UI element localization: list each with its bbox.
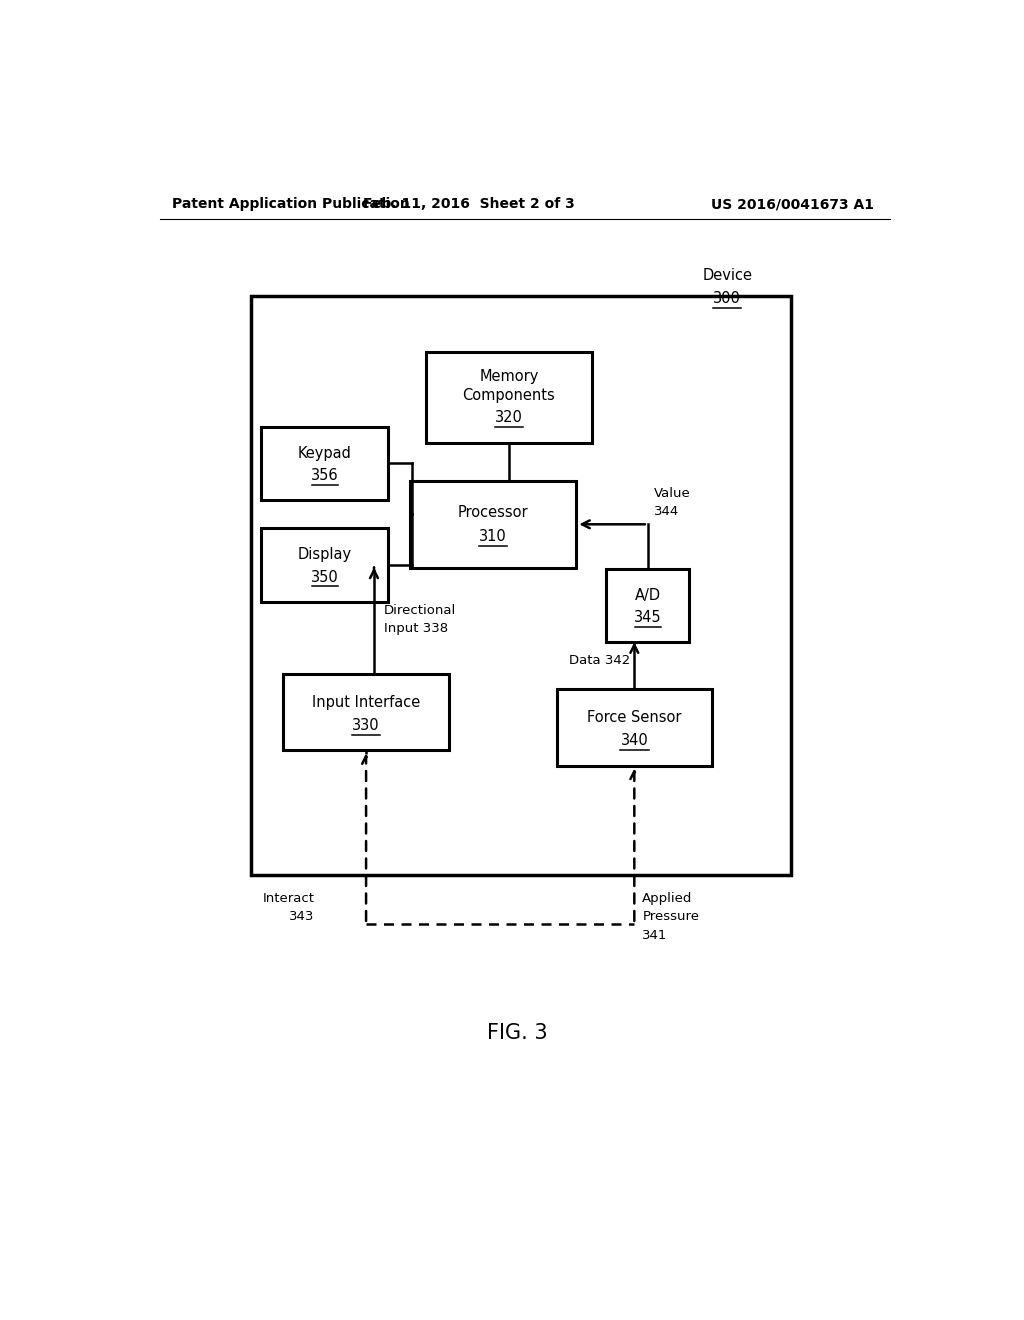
Text: 341: 341 xyxy=(642,929,668,942)
Text: Device: Device xyxy=(702,268,753,282)
Text: FIG. 3: FIG. 3 xyxy=(486,1023,547,1043)
Text: Components: Components xyxy=(463,388,555,403)
Bar xyxy=(261,528,388,602)
Text: Data 342: Data 342 xyxy=(569,655,631,667)
Text: 320: 320 xyxy=(495,411,523,425)
Text: Keypad: Keypad xyxy=(298,446,352,461)
Text: Memory: Memory xyxy=(479,370,539,384)
Text: US 2016/0041673 A1: US 2016/0041673 A1 xyxy=(711,197,873,211)
Bar xyxy=(410,480,577,568)
Text: 310: 310 xyxy=(479,529,507,544)
Bar xyxy=(557,689,712,766)
Text: Patent Application Publication: Patent Application Publication xyxy=(172,197,410,211)
Bar xyxy=(251,296,791,875)
Text: Input 338: Input 338 xyxy=(384,623,447,635)
Text: 345: 345 xyxy=(634,610,662,626)
Text: A/D: A/D xyxy=(635,587,660,603)
Text: 344: 344 xyxy=(654,504,679,517)
Text: Input Interface: Input Interface xyxy=(312,694,420,710)
Text: Directional: Directional xyxy=(384,605,456,618)
Text: Display: Display xyxy=(298,548,352,562)
Text: Processor: Processor xyxy=(458,504,528,520)
Bar xyxy=(426,351,592,444)
Text: 350: 350 xyxy=(311,570,339,585)
Text: 356: 356 xyxy=(311,469,339,483)
Text: Feb. 11, 2016  Sheet 2 of 3: Feb. 11, 2016 Sheet 2 of 3 xyxy=(364,197,575,211)
Bar xyxy=(283,675,450,751)
Bar xyxy=(261,426,388,500)
Text: Pressure: Pressure xyxy=(642,909,699,923)
Text: 340: 340 xyxy=(621,734,648,748)
Text: 300: 300 xyxy=(714,292,741,306)
Text: Applied: Applied xyxy=(642,892,692,904)
Text: Force Sensor: Force Sensor xyxy=(587,710,682,725)
Bar xyxy=(606,569,689,643)
Text: Interact: Interact xyxy=(262,892,314,904)
Text: 330: 330 xyxy=(352,718,380,733)
Text: 343: 343 xyxy=(289,909,314,923)
Text: Value: Value xyxy=(654,487,691,500)
